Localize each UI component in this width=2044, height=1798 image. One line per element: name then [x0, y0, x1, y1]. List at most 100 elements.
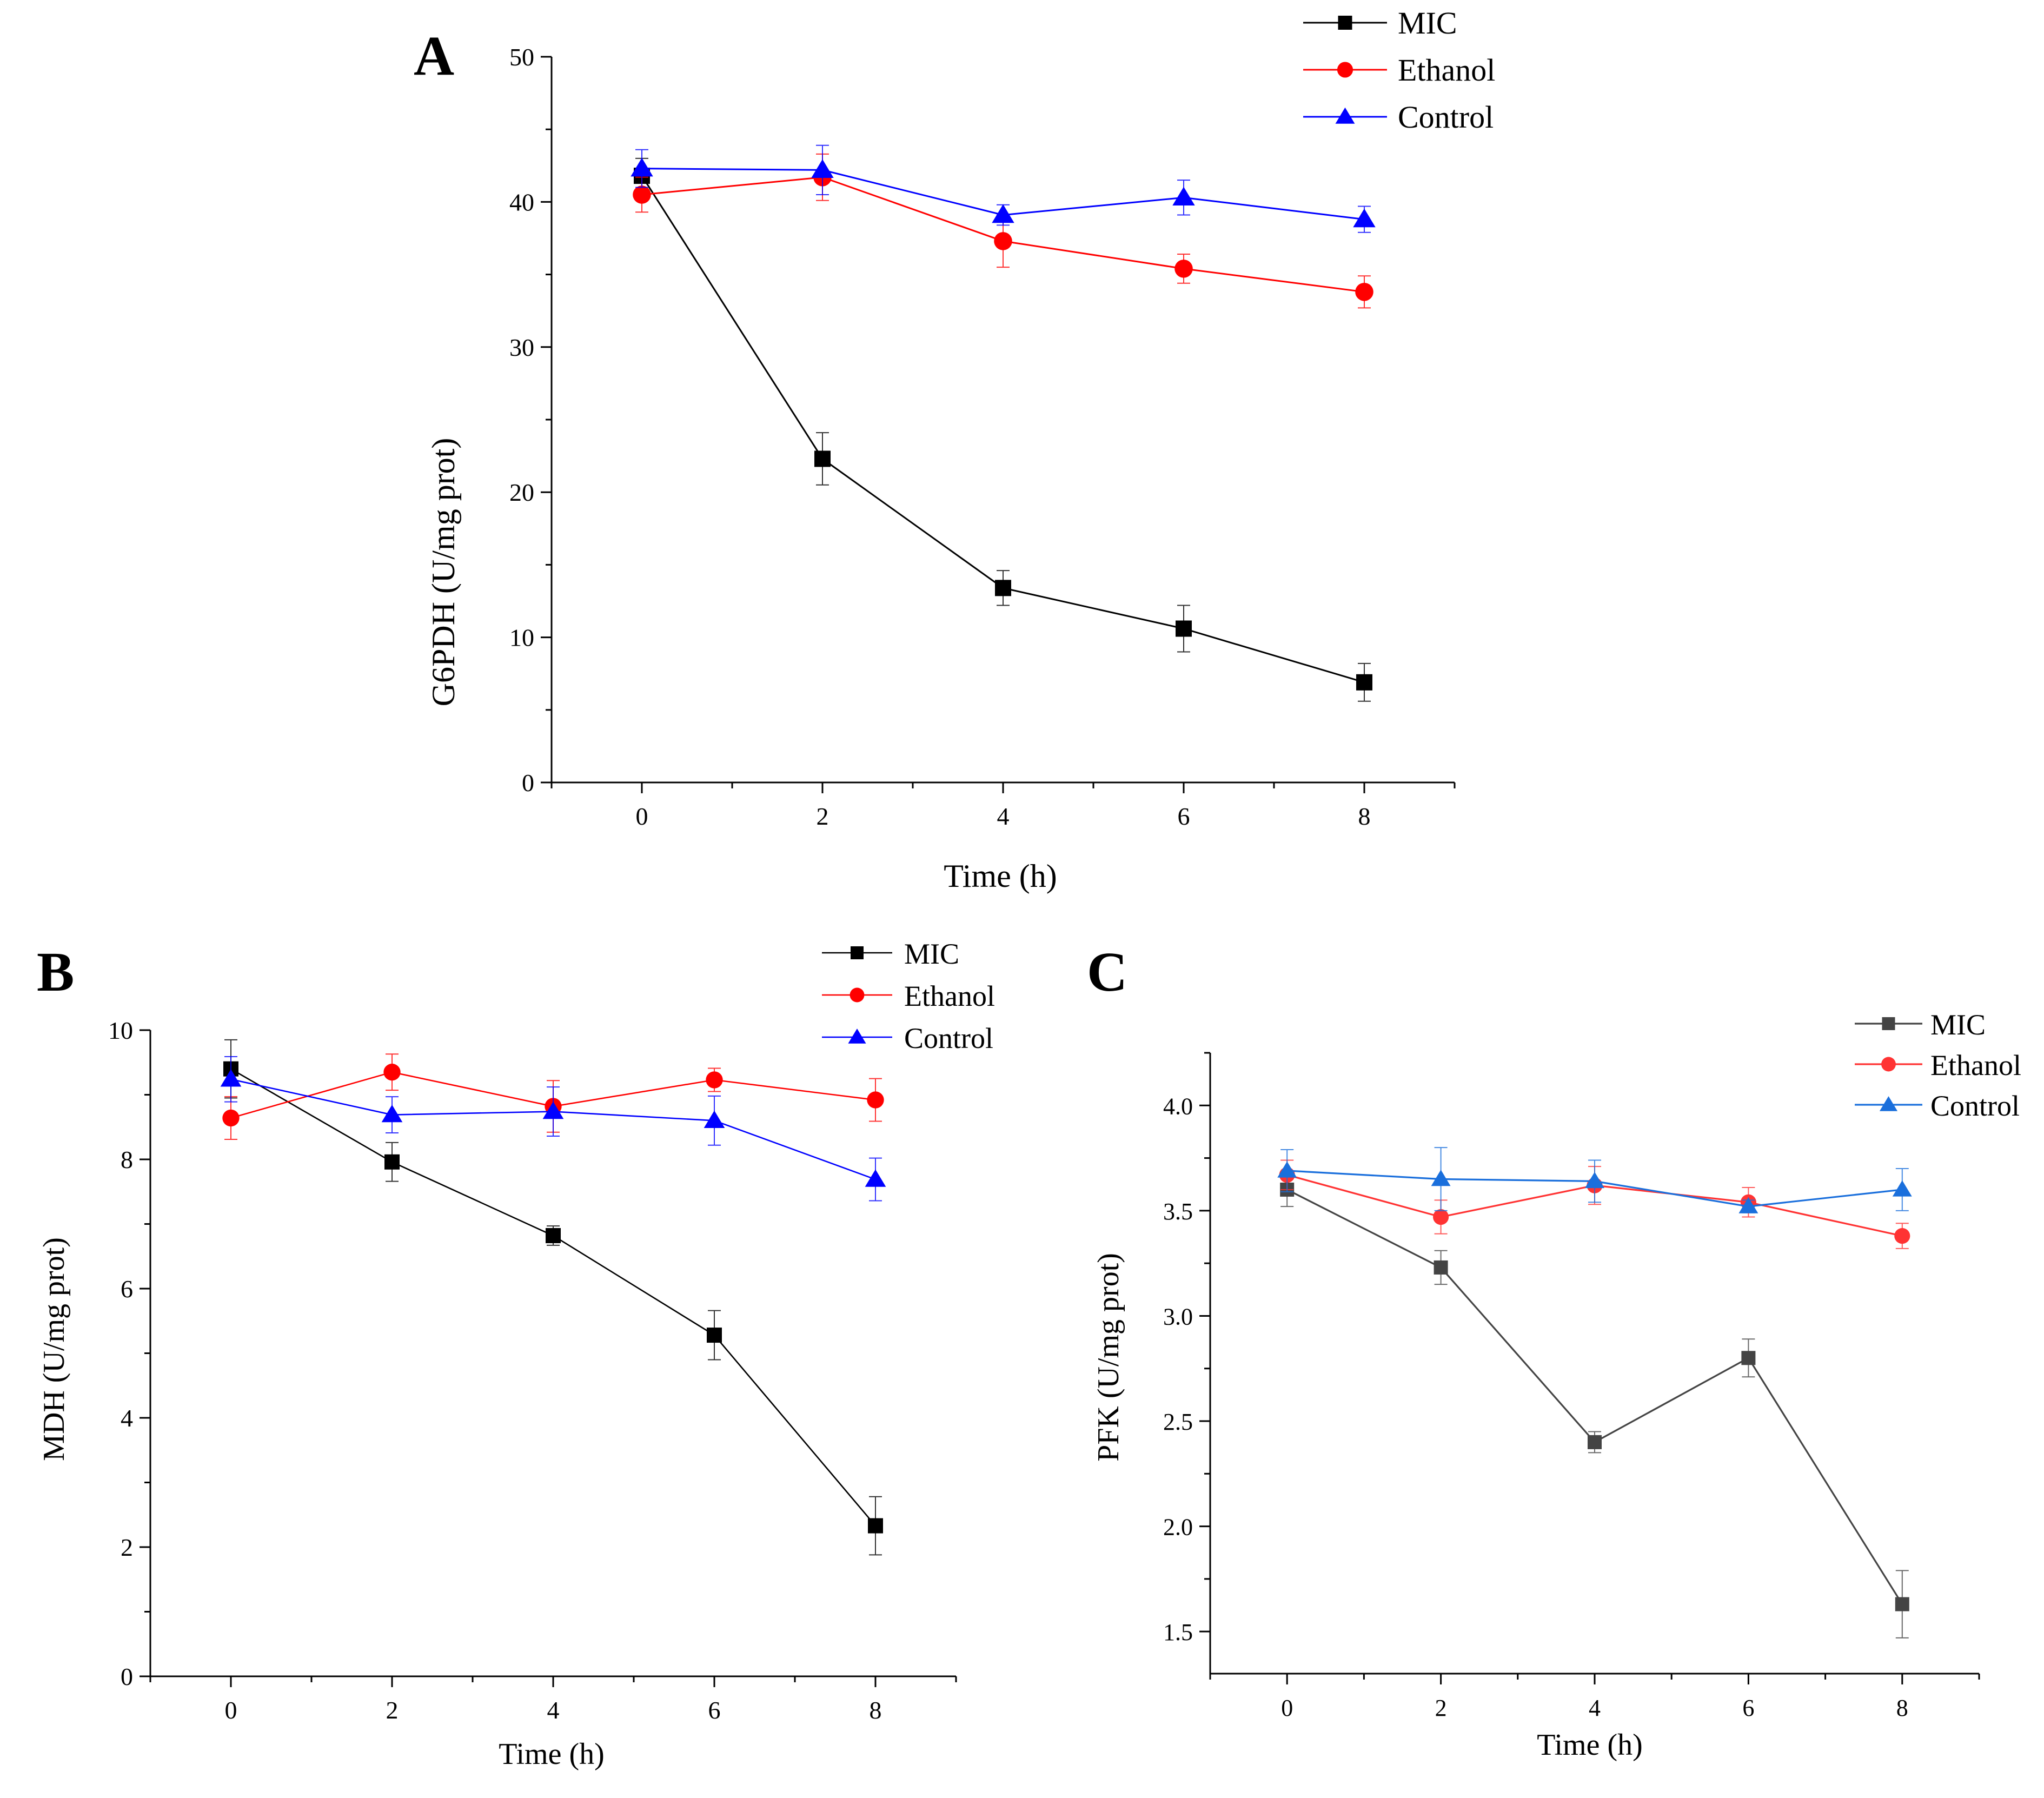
legend-entry-control-a: Control: [1303, 99, 1494, 135]
data-point-ethanol-a: [994, 232, 1012, 250]
data-point-mic-b: [384, 1154, 400, 1170]
legend-marker-c: [1879, 1096, 1898, 1111]
data-point-control-b: [704, 1110, 725, 1128]
legend-label-c: MIC: [1930, 1009, 1986, 1041]
legend-entry-control-b: Control: [822, 1022, 993, 1054]
x-tick-label-b: 4: [547, 1696, 560, 1724]
x-axis-label-c: Time (h): [1537, 1728, 1643, 1762]
data-point-ethanol-c: [1894, 1228, 1910, 1244]
panel-a: A G6PDH (U/mg prot) Time (h) 0 2 4 6 8 0 10 20 3…: [414, 5, 1495, 894]
y-tick-label-c: 3.0: [1163, 1303, 1193, 1330]
series-line-mic-b: [230, 1068, 876, 1527]
data-point-control-a: [811, 159, 834, 178]
x-tick-label-b: 2: [386, 1696, 399, 1724]
legend-marker-b: [850, 987, 865, 1003]
data-point-mic-b: [546, 1228, 561, 1244]
x-axis-label-b: Time (h): [499, 1737, 605, 1771]
y-axis-label-b: MDH (U/mg prot): [37, 1237, 71, 1461]
data-point-mic-c: [1741, 1351, 1756, 1365]
y-axis-label-a: G6PDH (U/mg prot): [426, 438, 461, 707]
y-tick-label-b: 4: [121, 1404, 133, 1432]
y-axis-label-c: PFK (U/mg prot): [1092, 1253, 1125, 1462]
data-point-mic-a: [1176, 620, 1192, 637]
y-tick-label-c: 1.5: [1163, 1619, 1193, 1646]
series-ethanol-a: [633, 153, 1373, 309]
legend-label-b: Control: [904, 1022, 993, 1054]
legend-label-a: Control: [1398, 99, 1494, 135]
data-point-ethanol-b: [222, 1109, 240, 1127]
panel-b: B MDH (U/mg prot) Time (h) 0 2 4 6 8 0 2 4 6 8 10 M…: [37, 938, 995, 1771]
y-tick-label-a: 10: [509, 624, 534, 652]
x-tick-label-c: 8: [1896, 1695, 1908, 1721]
x-tick-label-b: 8: [870, 1696, 882, 1724]
data-point-control-b: [220, 1069, 242, 1087]
series-mic-c: [1280, 1172, 1909, 1638]
data-point-control-c: [1431, 1170, 1451, 1186]
y-tick-label-a: 0: [522, 769, 534, 797]
data-point-mic-b: [868, 1518, 883, 1534]
x-tick-label-c: 4: [1589, 1695, 1601, 1721]
legend-entry-control-c: Control: [1855, 1090, 2020, 1122]
data-point-mic-a: [995, 580, 1011, 596]
legend-entry-ethanol-c: Ethanol: [1855, 1049, 2021, 1082]
y-tick-label-b: 10: [108, 1017, 133, 1044]
legend-entry-mic-c: MIC: [1855, 1009, 1986, 1041]
legend-label-b: Ethanol: [904, 980, 995, 1012]
y-tick-label-b: 2: [121, 1534, 133, 1561]
data-point-control-b: [542, 1102, 564, 1119]
x-tick-label-a: 4: [997, 802, 1010, 830]
x-tick-label-c: 6: [1742, 1695, 1754, 1721]
panel-c: C PFK (U/mg prot) Time (h) 0 2 4 6 8 1.5 2.0 2.…: [1087, 941, 2021, 1762]
series-mic-a: [634, 157, 1372, 702]
x-axis-label-a: Time (h): [944, 858, 1057, 894]
data-point-ethanol-a: [1355, 283, 1373, 301]
x-tick-label-a: 2: [817, 802, 829, 830]
legend-marker-b: [848, 1029, 866, 1044]
y-tick-label-c: 4.0: [1163, 1093, 1193, 1119]
legend-marker-a: [1337, 62, 1353, 78]
data-point-mic-c: [1434, 1260, 1448, 1275]
data-point-control-c: [1585, 1172, 1604, 1189]
y-tick-label-b: 8: [121, 1146, 133, 1173]
data-point-mic-a: [1356, 674, 1372, 691]
legend-marker-b: [851, 946, 864, 959]
y-tick-label-c: 3.5: [1163, 1198, 1193, 1225]
y-tick-label-c: 2.5: [1163, 1409, 1193, 1435]
x-tick-label-a: 0: [636, 802, 648, 830]
legend-entry-mic-a: MIC: [1303, 5, 1457, 41]
y-tick-label-a: 50: [509, 43, 534, 71]
legend-entry-ethanol-b: Ethanol: [822, 980, 995, 1012]
data-point-ethanol-b: [706, 1071, 723, 1089]
data-point-control-a: [992, 204, 1014, 223]
data-point-control-c: [1277, 1161, 1297, 1178]
y-tick-label-a: 20: [509, 479, 534, 506]
panel-letter-b: B: [37, 941, 74, 1003]
panel-letter-c: C: [1087, 941, 1127, 1003]
data-point-ethanol-b: [383, 1063, 401, 1081]
legend-label-c: Control: [1930, 1090, 2020, 1122]
panel-letter-a: A: [414, 25, 454, 87]
data-point-ethanol-c: [1433, 1209, 1449, 1225]
y-tick-label-a: 30: [509, 334, 534, 361]
data-point-ethanol-a: [1174, 260, 1193, 278]
legend-label-b: MIC: [904, 938, 959, 970]
data-point-control-a: [1353, 208, 1376, 228]
x-tick-label-a: 6: [1178, 802, 1190, 830]
data-point-control-b: [865, 1169, 886, 1187]
data-point-control-a: [631, 157, 653, 177]
data-point-mic-a: [814, 450, 831, 467]
y-tick-label-b: 0: [121, 1663, 133, 1690]
y-tick-label-c: 2.0: [1163, 1514, 1193, 1541]
legend-label-a: Ethanol: [1398, 52, 1495, 88]
data-point-mic-c: [1895, 1597, 1909, 1611]
data-point-control-a: [1172, 187, 1195, 206]
x-tick-label-b: 0: [225, 1696, 237, 1724]
legend-marker-c: [1881, 1057, 1896, 1072]
data-point-ethanol-b: [867, 1091, 884, 1109]
data-point-mic-b: [707, 1328, 722, 1343]
legend-label-a: MIC: [1398, 5, 1457, 41]
legend-marker-a: [1338, 16, 1352, 30]
x-tick-label-a: 8: [1358, 802, 1371, 830]
y-tick-label-b: 6: [121, 1275, 133, 1303]
